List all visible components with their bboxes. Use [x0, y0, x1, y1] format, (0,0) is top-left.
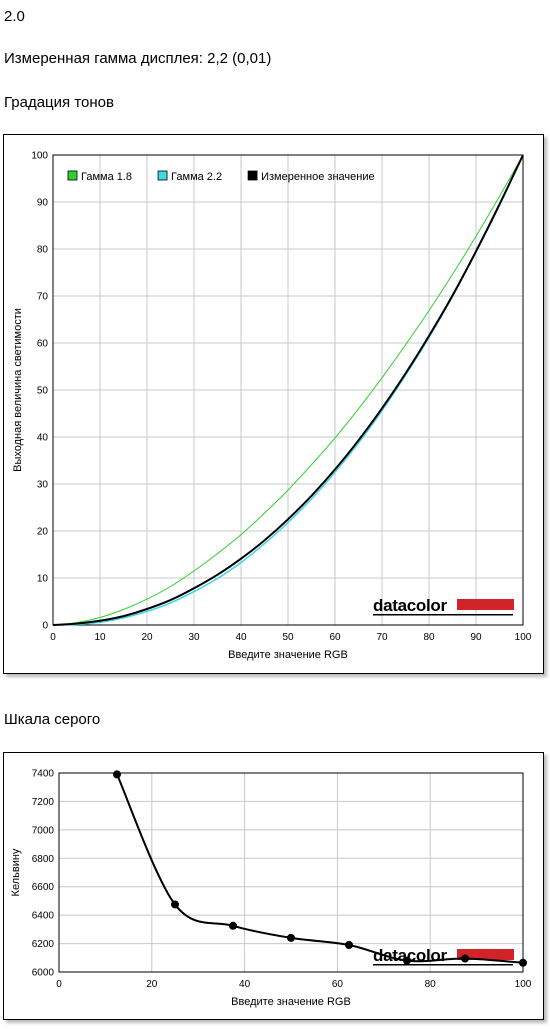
y-tick-label: 10 [37, 574, 49, 585]
y-tick-label: 6800 [32, 854, 55, 865]
y-tick-label: 6400 [32, 911, 55, 922]
plot-frame [52, 154, 524, 626]
datacolor-logo-underline [373, 614, 513, 616]
y-tick-label: 40 [37, 433, 49, 444]
datacolor-logo-underline [373, 964, 513, 966]
data-point [519, 958, 527, 967]
legend-swatch-1 [157, 170, 168, 181]
plot-frame [58, 772, 524, 973]
datacolor-logo-text: datacolor [373, 596, 448, 615]
version-label: 2.0 [4, 8, 25, 25]
data-point [229, 921, 237, 930]
y-tick-label: 6200 [32, 939, 55, 950]
x-tick-label: 90 [470, 632, 482, 643]
y-tick-label: 60 [37, 339, 49, 350]
legend-swatch-2 [247, 170, 258, 181]
x-tick-label: 0 [56, 979, 62, 990]
data-point [345, 940, 353, 949]
measured-gamma-label: Измеренная гамма дисплея: 2,2 (0,01) [4, 50, 272, 67]
y-tick-label: 50 [37, 386, 49, 397]
x-tick-label: 60 [332, 979, 344, 990]
data-point [171, 900, 179, 909]
y-tick-label: 6600 [32, 882, 55, 893]
x-tick-label: 20 [141, 632, 153, 643]
x-axis-title: Введите значение RGB [231, 996, 351, 1008]
x-tick-label: 40 [239, 979, 251, 990]
y-tick-label: 100 [31, 151, 48, 162]
data-point [461, 954, 469, 963]
legend-label-0: Гамма 1.8 [81, 171, 132, 183]
x-tick-label: 10 [94, 632, 106, 643]
y-tick-label: 70 [37, 292, 49, 303]
grayscale-chart: 0 20 40 60 80 100 6000 6200 6400 6600 6800 7000 7200… [10, 769, 532, 1009]
series-line-2 [52, 154, 524, 626]
legend-swatch-0 [67, 170, 78, 181]
y-tick-label: 6000 [32, 968, 55, 979]
x-tick-label: 50 [282, 632, 294, 643]
x-tick-label: 60 [329, 632, 341, 643]
legend-label-1: Гамма 2.2 [171, 171, 222, 183]
x-tick-label: 70 [376, 632, 388, 643]
grayscale-chart-panel: 0 20 40 60 80 100 6000 6200 6400 6600 6800 7000 7200… [3, 752, 544, 1020]
x-tick-label: 80 [425, 979, 437, 990]
x-tick-label: 80 [423, 632, 435, 643]
tone-response-chart: 0 10 20 30 40 50 60 70 80 90 100 0 10 20 30 40 50 60 70 80 9… [12, 151, 532, 662]
data-point [403, 956, 411, 965]
series-line-0 [52, 154, 524, 626]
x-axis-title: Введите значение RGB [228, 649, 348, 661]
y-tick-label: 80 [37, 245, 49, 256]
x-tick-label: 0 [50, 632, 56, 643]
y-tick-label: 7000 [32, 825, 55, 836]
y-axis-title: Кельвину [10, 848, 22, 896]
series-line-0 [116, 773, 524, 964]
y-tick-label: 20 [37, 527, 49, 538]
y-tick-label: 0 [42, 621, 48, 632]
datacolor-logo-bar [457, 599, 514, 610]
tone-response-title: Градация тонов [4, 94, 114, 111]
tone-response-chart-panel: 0 10 20 30 40 50 60 70 80 90 100 0 10 20 30 40 50 60 70 80 9… [3, 134, 544, 674]
legend-label-2: Измеренное значение [261, 171, 375, 183]
x-tick-label: 40 [235, 632, 247, 643]
y-tick-label: 30 [37, 480, 49, 491]
x-tick-label: 100 [515, 979, 532, 990]
datacolor-logo-bar [457, 949, 514, 960]
x-tick-label: 30 [188, 632, 200, 643]
x-tick-label: 20 [146, 979, 158, 990]
data-point [287, 933, 295, 942]
y-tick-label: 90 [37, 198, 49, 209]
data-point [113, 770, 121, 779]
x-tick-label: 100 [515, 632, 532, 643]
y-tick-label: 7200 [32, 797, 55, 808]
y-tick-label: 7400 [32, 769, 55, 780]
y-axis-title: Выходная величина светимости [12, 308, 24, 472]
grayscale-title: Шкала серого [4, 711, 101, 728]
